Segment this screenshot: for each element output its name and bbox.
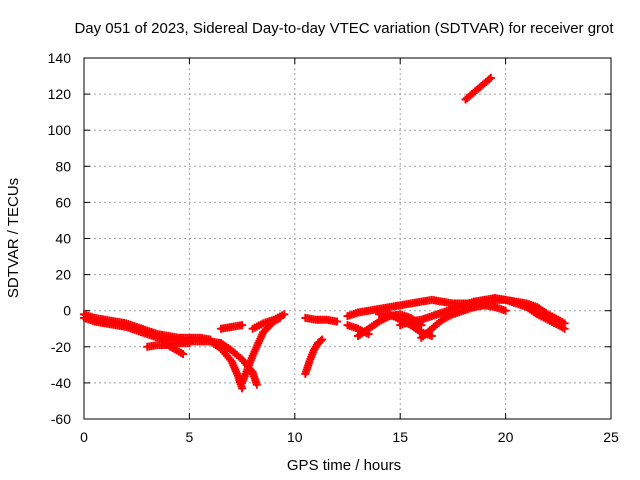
data-point <box>486 73 495 82</box>
data-point <box>485 75 494 84</box>
y-tick-label: 120 <box>48 86 72 102</box>
y-tick-label: 0 <box>63 303 71 319</box>
data-point <box>252 380 261 389</box>
data-point <box>316 336 325 345</box>
y-tick-label: -20 <box>51 339 71 355</box>
plot-frame <box>83 57 612 420</box>
data-point <box>318 335 327 344</box>
grid <box>84 58 611 419</box>
data-point <box>560 324 569 333</box>
x-axis-label: GPS time / hours <box>287 457 401 474</box>
y-tick-label: 60 <box>55 194 71 210</box>
x-tick-label: 0 <box>80 429 88 445</box>
x-tick-label: 25 <box>603 429 619 445</box>
y-tick-label: 80 <box>55 158 71 174</box>
data-point <box>179 350 188 359</box>
x-tick-label: 20 <box>498 429 514 445</box>
data-point <box>427 331 436 340</box>
x-tick-label: 5 <box>186 429 194 445</box>
data-point <box>501 306 510 315</box>
x-tick-label: 15 <box>392 429 408 445</box>
data-point <box>185 339 194 348</box>
data-point <box>280 310 289 319</box>
axis-ticks: 0 5 10 15 20 25 -60 -40 -20 0 20 40 60 80 100 120 140 <box>48 50 619 445</box>
y-tick-label: 140 <box>48 50 72 66</box>
y-tick-label: 20 <box>55 267 71 283</box>
y-tick-label: -40 <box>51 375 71 391</box>
data-marks <box>80 73 569 393</box>
x-tick-label: 10 <box>287 429 303 445</box>
data-point <box>332 317 341 326</box>
y-axis-label: SDTVAR / TECUs <box>5 178 22 298</box>
y-tick-label: -60 <box>51 411 71 427</box>
y-tick-label: 100 <box>48 122 72 138</box>
chart-title: Day 051 of 2023, Sidereal Day-to-day VTE… <box>74 20 614 37</box>
y-tick-label: 40 <box>55 231 71 247</box>
data-point <box>238 321 247 330</box>
